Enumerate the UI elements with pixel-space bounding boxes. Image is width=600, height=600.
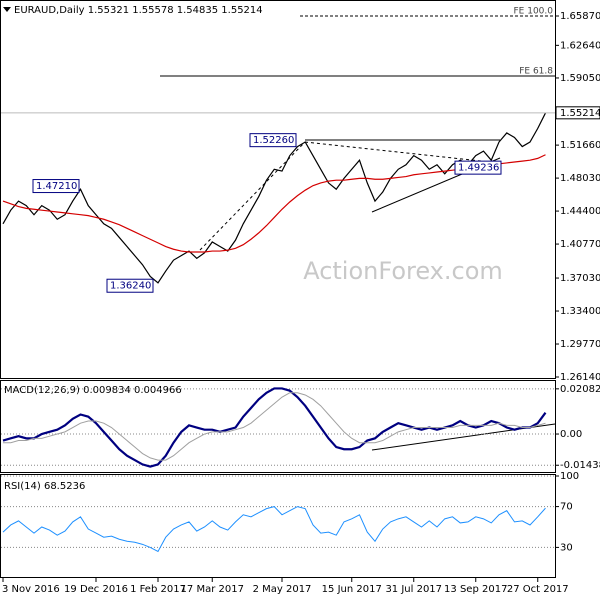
current-price-label: 1.55214 bbox=[560, 108, 600, 119]
x-tick-label: 13 Sep 2017 bbox=[444, 584, 507, 595]
y-tick-label: 1.29770 bbox=[560, 339, 600, 350]
annotation-label: 1.52260 bbox=[253, 135, 294, 146]
y-tick-label: 1.44400 bbox=[560, 206, 600, 217]
watermark: ActionForex.com bbox=[303, 257, 503, 285]
annotation-box bbox=[32, 179, 80, 194]
x-tick-label: 1 Feb 2017 bbox=[130, 584, 186, 595]
y-tick-label: 1.37030 bbox=[560, 273, 600, 284]
frames bbox=[0, 0, 556, 578]
level-label: FE 61.8 bbox=[519, 66, 553, 76]
y-tick-label: 1.65870 bbox=[560, 11, 600, 22]
y-tick-label: 0.00 bbox=[560, 429, 582, 440]
annotation-label: 1.36240 bbox=[110, 281, 151, 292]
x-tick-label: 31 Jul 2017 bbox=[385, 584, 442, 595]
series-line bbox=[3, 392, 546, 461]
y-tick-label: 30 bbox=[560, 542, 573, 553]
macd-pane bbox=[0, 380, 556, 473]
y-tick-label: 1.48030 bbox=[560, 173, 600, 184]
level-label: FE 100.0 bbox=[514, 6, 554, 16]
y-tick-label: 1.40770 bbox=[560, 239, 600, 250]
y-tick-label: -0.014386 bbox=[560, 460, 600, 471]
current-price-box bbox=[555, 106, 600, 120]
y-tick-label: 1.26140 bbox=[560, 372, 600, 383]
x-tick-label: 27 Oct 2017 bbox=[507, 584, 569, 595]
y-tick-label: 1.33400 bbox=[560, 306, 600, 317]
annotation-box bbox=[106, 278, 154, 293]
pane-title: RSI(14) 68.5236 bbox=[4, 481, 85, 492]
trend-line bbox=[304, 141, 491, 163]
series-line bbox=[2, 506, 546, 553]
annotation-box bbox=[249, 133, 297, 148]
y-tick-label: 1.51660 bbox=[560, 140, 600, 151]
trend-line bbox=[199, 141, 306, 251]
pane-title: EURAUD,Daily 1.55321 1.55578 1.54835 1.5… bbox=[14, 5, 263, 16]
rsi-pane bbox=[0, 474, 556, 578]
y-tick-label: 100 bbox=[560, 471, 579, 482]
y-tick-label: 70 bbox=[560, 502, 573, 513]
annotation-label: 1.49236 bbox=[458, 163, 499, 174]
x-tick-label: 15 Jun 2017 bbox=[322, 584, 382, 595]
x-tick-label: 17 Mar 2017 bbox=[181, 584, 244, 595]
menu-icon bbox=[3, 7, 11, 12]
annotation-box bbox=[454, 160, 502, 175]
annotation-label: 1.47210 bbox=[36, 181, 77, 192]
pane-title: MACD(12,26,9) 0.009834 0.004966 bbox=[4, 385, 182, 396]
y-tick-label: 1.59050 bbox=[560, 73, 600, 84]
y-tick-label: 1.62640 bbox=[560, 40, 600, 51]
y-tick-label: 0.020827 bbox=[560, 384, 600, 395]
x-tick-label: 3 Nov 2016 bbox=[2, 584, 60, 595]
x-tick-label: 2 May 2017 bbox=[253, 584, 312, 595]
price-pane bbox=[0, 0, 556, 379]
x-tick-label: 19 Dec 2016 bbox=[64, 584, 128, 595]
